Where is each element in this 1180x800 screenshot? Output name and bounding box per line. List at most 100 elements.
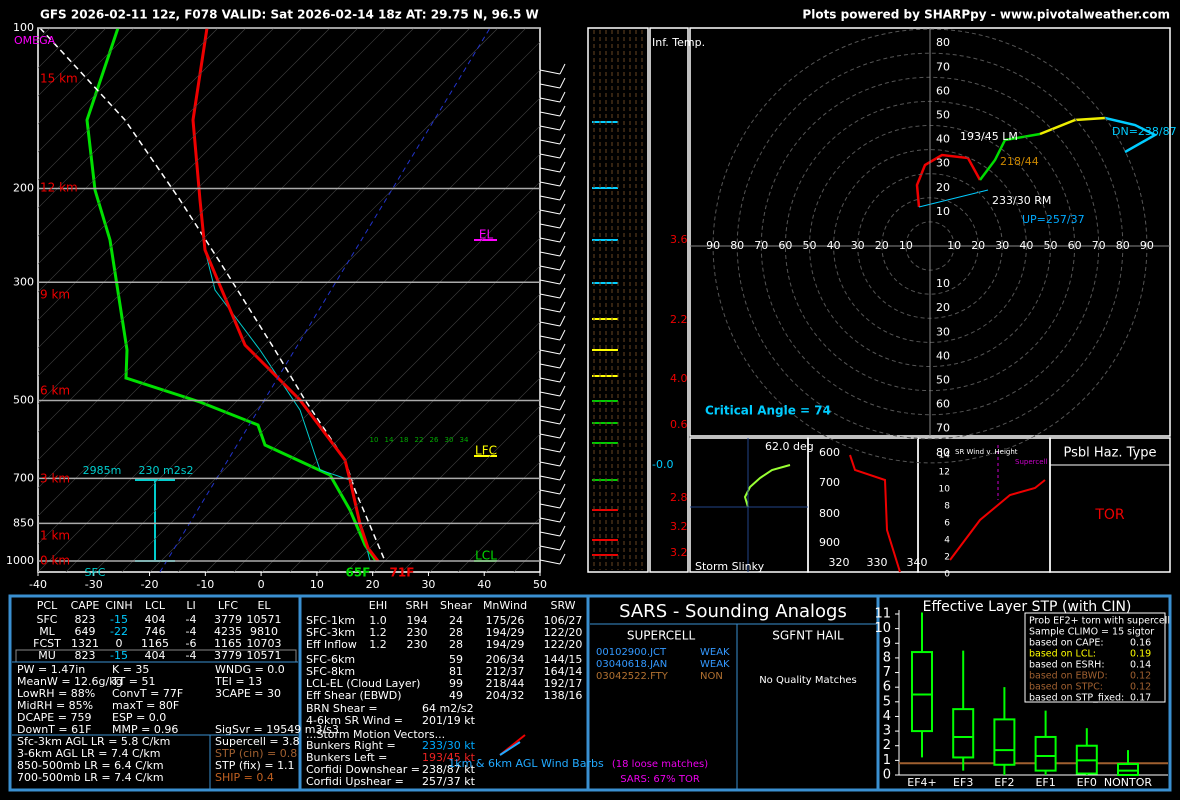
label: 62.0 deg bbox=[765, 440, 814, 453]
isotherm bbox=[177, 209, 540, 572]
label: MU bbox=[38, 649, 56, 662]
isotherm bbox=[570, 28, 1114, 572]
inf-temp-value: 3.2 bbox=[670, 520, 688, 533]
label: 1.2 bbox=[369, 626, 387, 639]
hodo-ring-label: 30 bbox=[936, 325, 950, 338]
isotherm bbox=[205, 237, 540, 572]
label: 49 bbox=[449, 689, 463, 702]
isotherm bbox=[38, 28, 247, 237]
hodo-ring-label: 60 bbox=[936, 398, 950, 411]
label: 700-500mb LR = 7.4 C/km bbox=[17, 771, 164, 784]
wind-barb bbox=[539, 335, 561, 341]
label: Sample CLIMO = 15 sigtor bbox=[1029, 627, 1154, 638]
header-credit: Plots powered by SHARPpy - www.pivotalwe… bbox=[802, 8, 1170, 22]
label: ConvT = 77F bbox=[112, 687, 183, 700]
isotherm bbox=[317, 349, 540, 572]
label: Supercell = 3.8 bbox=[215, 735, 300, 748]
mixing-ratio-label: 22 bbox=[415, 436, 424, 444]
wind-barb bbox=[559, 175, 566, 187]
label: 175/26 bbox=[486, 614, 525, 627]
wind-barb bbox=[539, 559, 561, 565]
wind-barb bbox=[539, 545, 561, 551]
hodo-ring-label: 60 bbox=[936, 84, 950, 97]
isotherm bbox=[654, 28, 1180, 572]
label: 12 bbox=[939, 468, 950, 478]
isotherm bbox=[38, 28, 135, 125]
label: -4 bbox=[186, 649, 197, 662]
hodo-ring-label: 10 bbox=[936, 277, 950, 290]
label: 10 bbox=[939, 485, 951, 495]
wind-barb bbox=[539, 531, 561, 537]
label: MMP = 0.96 bbox=[112, 723, 178, 736]
wind-barb bbox=[539, 307, 561, 313]
wind-barb bbox=[559, 133, 566, 145]
label: 122/20 bbox=[544, 626, 583, 639]
wind-barb bbox=[559, 119, 566, 131]
label: 0.17 bbox=[1130, 693, 1151, 704]
wind-barb bbox=[539, 321, 561, 327]
y-tick-label: 3 bbox=[883, 724, 891, 739]
wind-barb bbox=[559, 301, 566, 313]
height-label: 12 km bbox=[40, 181, 78, 195]
temp-tick-label: -20 bbox=[141, 578, 159, 591]
label: 204/32 bbox=[486, 689, 525, 702]
wind-barb bbox=[559, 77, 566, 89]
label: 0.12 bbox=[1130, 682, 1151, 693]
label: 194/29 bbox=[486, 638, 525, 651]
wind-barb bbox=[559, 203, 566, 215]
label: SFC bbox=[85, 566, 106, 579]
label: 649 bbox=[75, 625, 96, 638]
inf-temp-value: 4.0 bbox=[670, 372, 688, 385]
hodo-ring-label: 70 bbox=[936, 60, 950, 73]
wind-barb bbox=[539, 265, 561, 271]
isotherm bbox=[626, 28, 1170, 572]
hodo-ring-label: 80 bbox=[730, 239, 744, 252]
isotherm bbox=[850, 28, 1180, 572]
wind-barb bbox=[539, 237, 561, 243]
label: 600 bbox=[819, 446, 840, 459]
label: 64 m2/s2 bbox=[422, 702, 474, 715]
label: -15 bbox=[110, 649, 128, 662]
wind-barb bbox=[559, 315, 566, 327]
hodo-ring-label: 10 bbox=[899, 239, 913, 252]
x-tick-label: EF3 bbox=[953, 776, 973, 789]
y-tick-label: 6 bbox=[883, 680, 891, 695]
hodo-ring-label: 60 bbox=[778, 239, 792, 252]
wind-barb bbox=[539, 503, 561, 509]
label: 218/44 bbox=[486, 677, 525, 690]
isotherm bbox=[38, 28, 303, 293]
wind-barb bbox=[539, 97, 561, 103]
wind-barb bbox=[559, 539, 566, 551]
label: 230 bbox=[407, 626, 428, 639]
label: SRW bbox=[550, 599, 575, 612]
label: Critical Angle = 74 bbox=[705, 404, 831, 418]
box bbox=[1034, 735, 1057, 772]
isotherm bbox=[429, 461, 540, 572]
y-tick-label: 2 bbox=[883, 738, 891, 753]
isotherm bbox=[38, 28, 191, 181]
hodo-ring-label: 50 bbox=[936, 109, 950, 122]
label: 230 m2s2 bbox=[139, 464, 194, 477]
isotherm bbox=[373, 405, 540, 572]
temp-tick-label: 0 bbox=[258, 578, 265, 591]
isotherm bbox=[682, 28, 1180, 572]
label: 700 bbox=[819, 476, 840, 489]
temp-tick-label: 20 bbox=[366, 578, 380, 591]
wind-barb bbox=[539, 433, 561, 439]
label: SGFNT HAIL bbox=[772, 629, 844, 643]
hodo-ring-label: 50 bbox=[803, 239, 817, 252]
label: Sfc-3km AGL LR = 5.8 C/km bbox=[17, 735, 170, 748]
hodo-ring-label: 70 bbox=[936, 422, 950, 435]
temp-tick-label: 50 bbox=[533, 578, 547, 591]
wind-barb bbox=[539, 489, 561, 495]
y-tick-label: 11 bbox=[874, 607, 891, 622]
y-tick-label: 7 bbox=[883, 665, 891, 680]
height-label: 3 km bbox=[40, 472, 70, 486]
label: SFC-8km bbox=[306, 665, 355, 678]
label: 8 bbox=[944, 502, 950, 512]
height-label: 0 km bbox=[40, 554, 70, 568]
label: STP (cin) = 0.8 bbox=[215, 747, 297, 760]
label: No Quality Matches bbox=[759, 675, 857, 686]
label: DN=238/87 bbox=[1112, 125, 1177, 138]
